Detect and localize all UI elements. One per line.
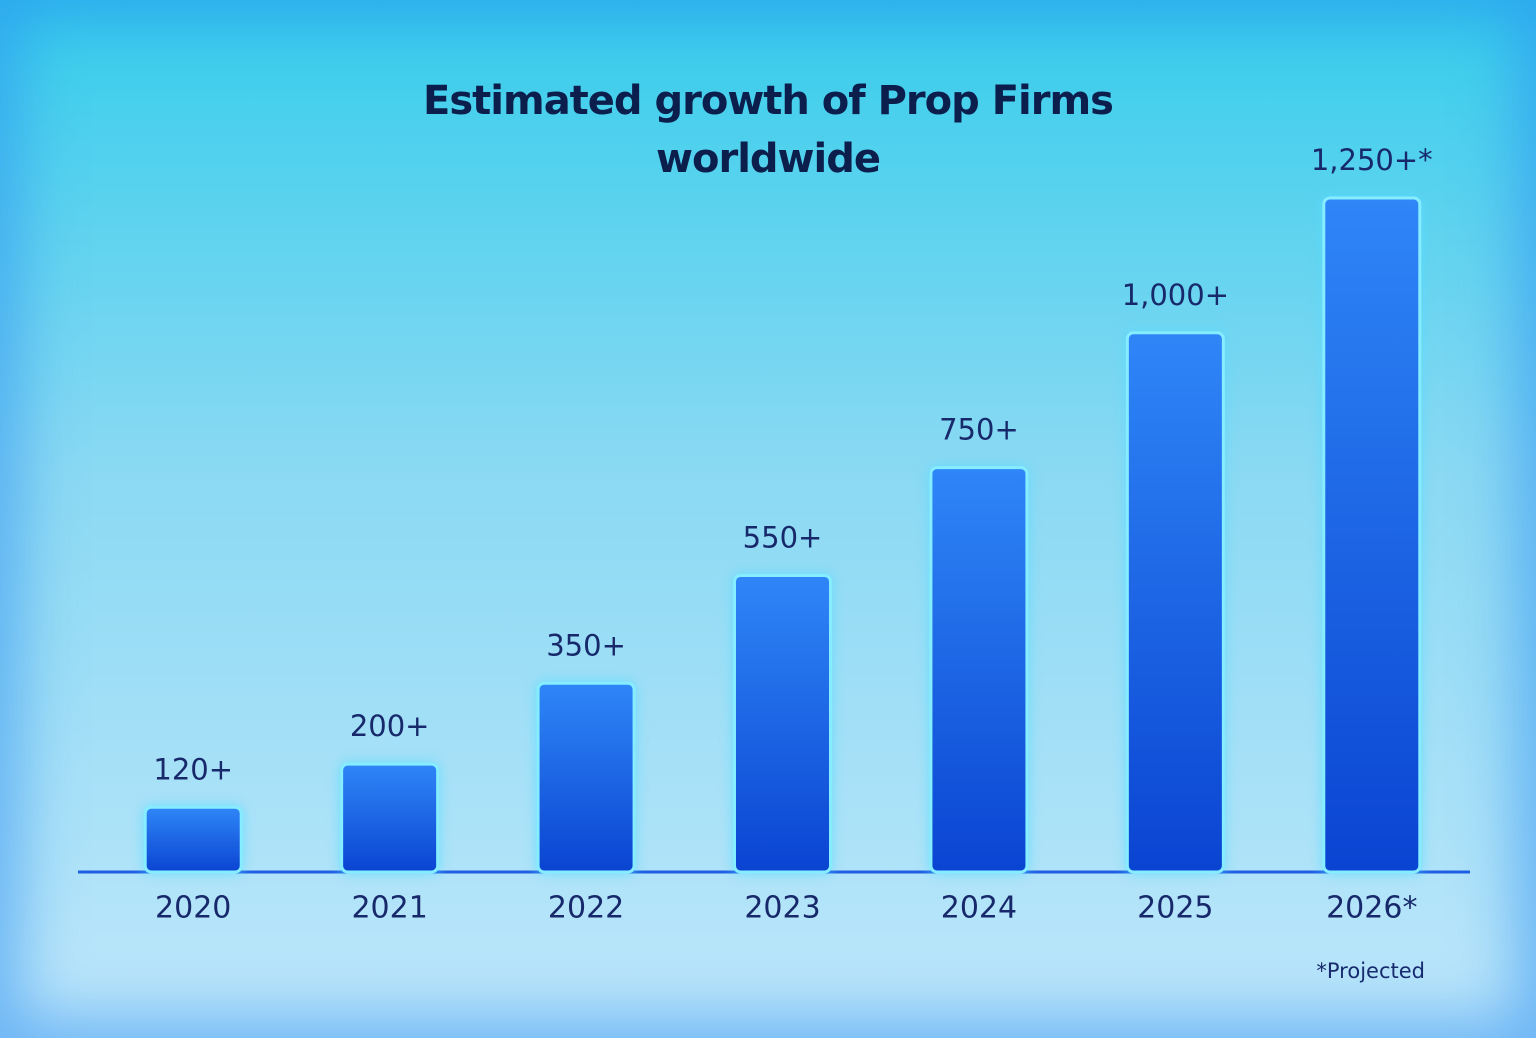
bar — [1322, 196, 1422, 874]
x-tick-label: 2025 — [1137, 891, 1213, 926]
value-label: 1,250+* — [1311, 143, 1433, 177]
value-label: 1,000+ — [1122, 278, 1229, 312]
bar — [536, 681, 636, 874]
value-label: 350+ — [546, 628, 626, 662]
bar — [143, 805, 243, 874]
x-tick-label: 2020 — [155, 891, 231, 926]
value-label: 750+ — [939, 413, 1019, 447]
chart-title: Estimated growth of Prop Firms worldwide — [423, 78, 1114, 182]
bar — [733, 573, 832, 874]
value-label: 120+ — [153, 752, 233, 786]
x-tick-label: 2023 — [744, 891, 820, 926]
value-label: 200+ — [350, 709, 430, 743]
bar — [340, 762, 440, 874]
x-tick-label: 2022 — [548, 891, 624, 926]
x-tick-label: 2021 — [351, 891, 427, 926]
value-label: 550+ — [743, 520, 823, 554]
footnote: *Projected — [1316, 959, 1425, 983]
bar — [1125, 331, 1225, 874]
bar — [929, 466, 1029, 874]
x-tick-label: 2024 — [941, 891, 1017, 926]
x-tick-label: 2026* — [1326, 891, 1417, 926]
